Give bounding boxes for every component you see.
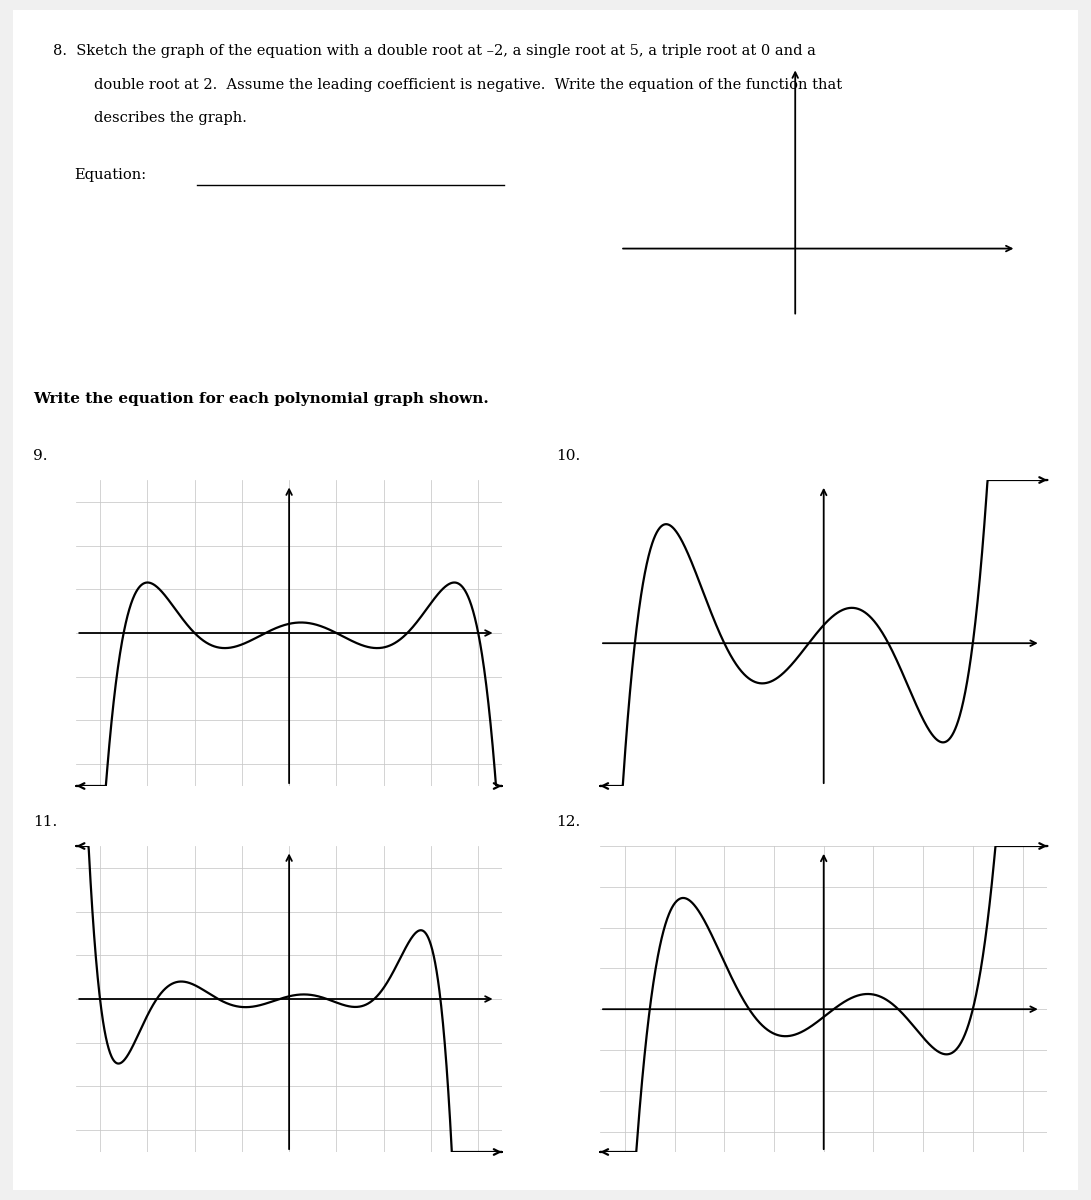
Text: 12.: 12. — [556, 815, 580, 829]
Text: 10.: 10. — [556, 449, 580, 463]
Text: 9.: 9. — [33, 449, 47, 463]
Text: Write the equation for each polynomial graph shown.: Write the equation for each polynomial g… — [33, 392, 489, 406]
Text: 8.  Sketch the graph of the equation with a double root at –2, a single root at : 8. Sketch the graph of the equation with… — [53, 44, 816, 58]
Text: Equation:: Equation: — [74, 168, 146, 182]
Text: describes the graph.: describes the graph. — [94, 112, 248, 125]
Text: double root at 2.  Assume the leading coefficient is negative.  Write the equati: double root at 2. Assume the leading coe… — [94, 78, 842, 91]
Text: 11.: 11. — [33, 815, 57, 829]
